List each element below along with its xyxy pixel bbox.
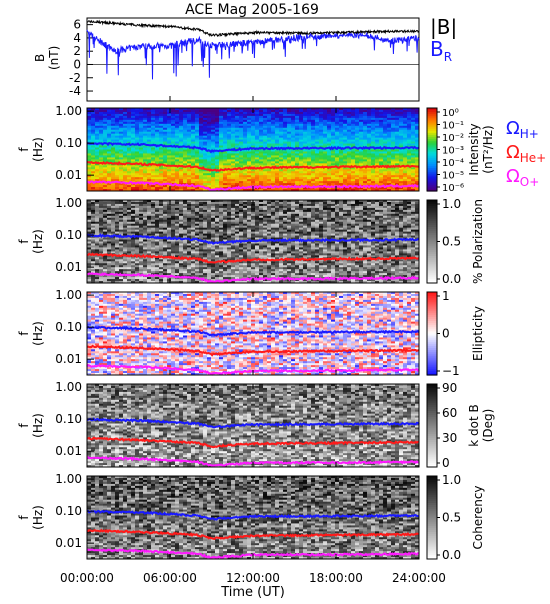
spectrogram-panel-1: 1.00 0.10 0.01 f(Hz) 10⁰ 10⁻¹10⁻² 10⁻³10⁻⁴ 10⁻⁵… — [17, 104, 546, 194]
colorbar-tick-label: 10⁻⁵ — [442, 171, 464, 182]
y-tick-label: 0.10 — [55, 136, 82, 150]
f-yunit: (Hz) — [31, 137, 45, 162]
b-yunit: (nT) — [47, 46, 61, 70]
colorbar-tick-label: 10⁰ — [442, 108, 459, 119]
colorbar-unit: (nT²/Hz) — [481, 125, 495, 173]
colorbar-tick-label: 10⁻² — [442, 133, 464, 144]
spectrogram-panel-2: 1.000.100.01f(Hz)1.00.50.0% Polarization — [17, 196, 485, 286]
colorbar-tick-label: 10⁻¹ — [442, 121, 464, 132]
y-tick-label: 1.00 — [55, 104, 82, 118]
figure-title: ACE Mag 2005-169 — [185, 2, 319, 18]
y-tick-label: 0 — [73, 57, 81, 71]
legend-omega-2: ΩO+ — [506, 166, 539, 189]
y-tick-label: 4 — [73, 31, 81, 45]
b-field-frame — [87, 18, 419, 101]
y-tick-label: 0.01 — [55, 168, 82, 182]
colorbar-label: Intensity — [467, 123, 481, 175]
colorbar-1: 10⁰ 10⁻¹10⁻² 10⁻³10⁻⁴ 10⁻⁵10⁻⁶Intensity(nT²… — [427, 108, 495, 194]
y-tick-label: 2 — [73, 44, 81, 58]
legend-bmag: |B| — [430, 15, 457, 39]
b-ylabel: B — [33, 54, 47, 62]
y-tick-label: -4 — [69, 84, 81, 98]
legend-omega-0: ΩH+ — [506, 118, 539, 141]
legend-br: BR — [430, 37, 452, 64]
y-tick-label: -2 — [69, 71, 81, 85]
colorbar-tick-label: 10⁻⁶ — [442, 183, 464, 194]
legend-omega-1: ΩHe+ — [506, 142, 546, 165]
colorbar-tick-label: 10⁻⁴ — [442, 158, 464, 169]
y-tick-label: 6 — [73, 18, 81, 32]
f-ylabel: f — [17, 147, 31, 152]
colorbar-tick-label: 10⁻³ — [442, 146, 464, 157]
